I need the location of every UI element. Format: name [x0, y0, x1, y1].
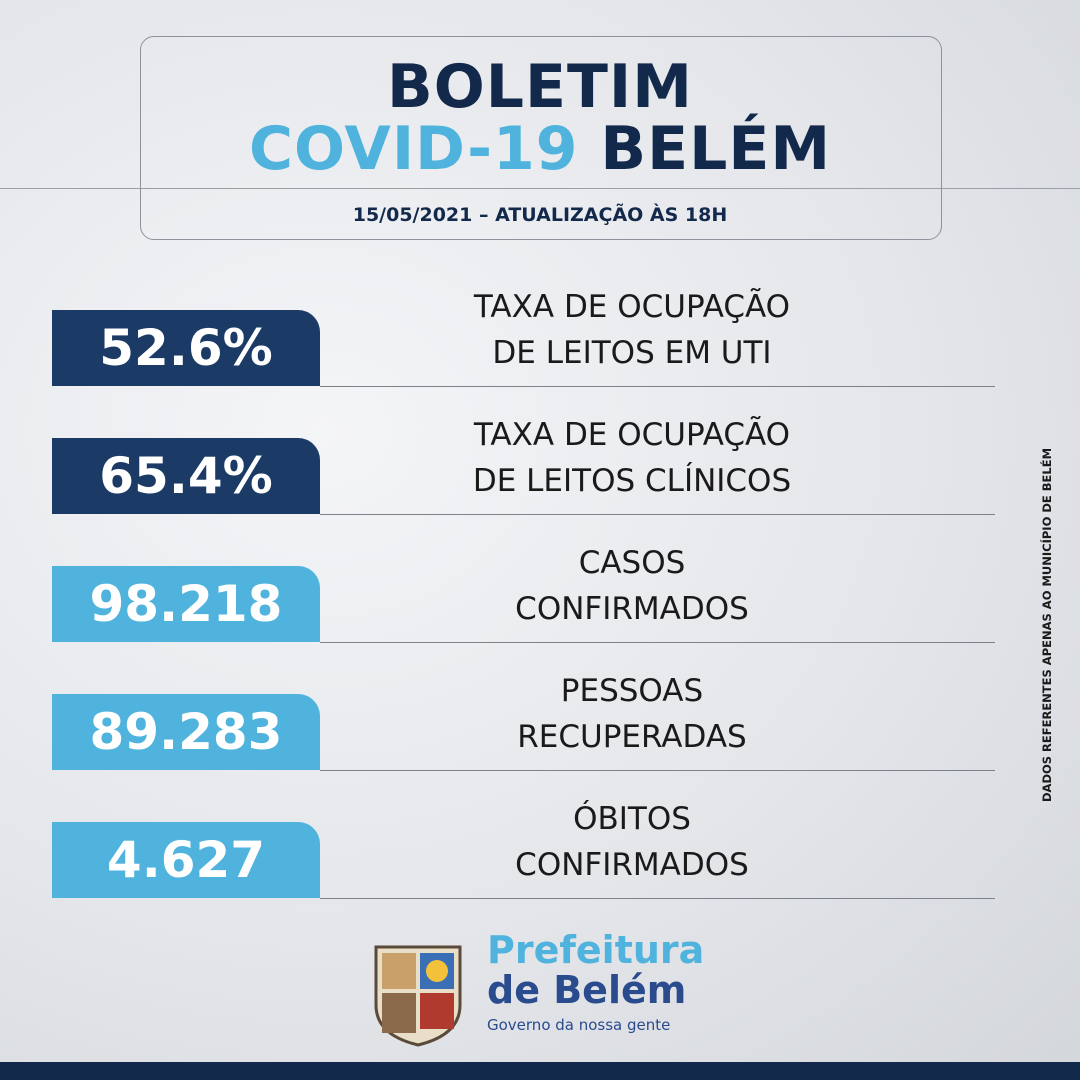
stat-label-line: CASOS: [578, 545, 686, 581]
divider: [0, 188, 1080, 189]
stat-label-line: ÓBITOS: [573, 801, 691, 837]
stat-label: CASOS CONFIRMADOS: [430, 540, 834, 632]
row-rule: [320, 386, 995, 387]
stat-label-line: RECUPERADAS: [517, 719, 747, 755]
row-rule: [320, 514, 995, 515]
date: 15/05/2021 – ATUALIZAÇÃO ÀS 18H: [352, 204, 728, 226]
header-box: [140, 36, 942, 240]
row-rule: [320, 898, 995, 899]
stat-label: TAXA DE OCUPAÇÃO DE LEITOS CLÍNICOS: [430, 412, 834, 504]
stat-label-line: TAXA DE OCUPAÇÃO: [473, 289, 791, 325]
row-rule: [320, 642, 995, 643]
stat-value: 4.627: [52, 822, 320, 898]
stat-value: 98.218: [52, 566, 320, 642]
side-note: DADOS REFERENTES APENAS AO MUNICÍPIO DE …: [1040, 447, 1054, 802]
stat-value: 89.283: [52, 694, 320, 770]
subtitle: COVID-19 BELÉM: [140, 114, 940, 184]
row-rule: [320, 770, 995, 771]
stat-value: 65.4%: [52, 438, 320, 514]
stat-label-line: TAXA DE OCUPAÇÃO: [473, 417, 791, 453]
stat-label: PESSOAS RECUPERADAS: [430, 668, 834, 760]
stat-label-line: CONFIRMADOS: [515, 591, 749, 627]
stat-label: TAXA DE OCUPAÇÃO DE LEITOS EM UTI: [430, 284, 834, 376]
stat-label-line: DE LEITOS CLÍNICOS: [472, 463, 792, 499]
logo-text: Prefeitura: [487, 928, 705, 972]
logo-tagline: Governo da nossa gente: [487, 1016, 671, 1034]
stat-label: ÓBITOS CONFIRMADOS: [430, 796, 834, 888]
title: BOLETIM: [387, 52, 693, 122]
title-part: BELÉM: [600, 114, 832, 184]
logo-crest: [374, 945, 462, 1047]
stat-label-line: CONFIRMADOS: [515, 847, 749, 883]
title-part: COVID-19: [248, 114, 579, 184]
footer-bar: [0, 1062, 1080, 1080]
stat-label-line: PESSOAS: [560, 673, 704, 709]
stat-value: 52.6%: [52, 310, 320, 386]
logo-text: de Belém: [487, 968, 687, 1012]
stat-label-line: DE LEITOS EM UTI: [492, 335, 772, 371]
